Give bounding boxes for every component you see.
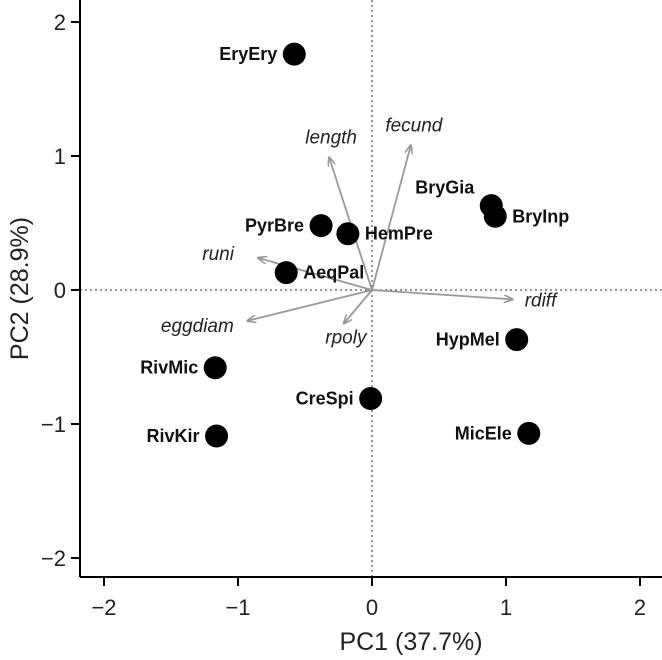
point-label-MicEle: MicEle — [455, 423, 512, 443]
axes: −2 −1 0 1 2 −2 −1 0 1 2 — [41, 0, 662, 620]
point-BryInp — [483, 204, 507, 228]
y-tick-label: 0 — [54, 278, 66, 303]
loading-label-runi: runi — [202, 244, 234, 265]
loading-arrow-eggdiam — [247, 289, 373, 321]
point-MicEle — [517, 421, 541, 445]
point-RivKir — [205, 424, 229, 448]
point-label-RivMic: RivMic — [140, 358, 198, 378]
point-label-HypMel: HypMel — [436, 330, 500, 350]
x-axis-title: PC1 (37.7%) — [339, 628, 482, 656]
loading-label-rpoly: rpoly — [325, 328, 368, 349]
x-tick-label: 2 — [634, 595, 646, 620]
y-tick-label: 2 — [54, 10, 66, 35]
x-tick-label: 1 — [500, 595, 512, 620]
point-RivMic — [203, 356, 227, 380]
point-EryEry — [282, 42, 306, 66]
y-tick-label: 1 — [54, 144, 66, 169]
point-HemPre — [336, 222, 360, 246]
point-label-BryGia: BryGia — [415, 178, 475, 198]
y-tick-label: −2 — [41, 546, 66, 571]
point-CreSpi — [359, 387, 383, 411]
loading-label-rdiff: rdiff — [525, 290, 558, 311]
point-HypMel — [505, 328, 529, 352]
point-AeqPal — [274, 261, 298, 285]
loading-label-length: length — [305, 127, 357, 148]
point-label-CreSpi: CreSpi — [296, 389, 354, 409]
score-points — [203, 42, 541, 448]
y-tick-label: −1 — [41, 412, 66, 437]
point-label-BryInp: BryInp — [512, 206, 569, 226]
point-label-HemPre: HemPre — [365, 224, 433, 244]
x-tick-label: −1 — [225, 595, 250, 620]
loading-arrow-rdiff — [371, 289, 513, 299]
loading-arrow-fecund — [371, 145, 411, 291]
loading-label-eggdiam: eggdiam — [161, 316, 234, 337]
loading-arrow-rpoly — [344, 289, 373, 324]
loading-arrow-runi — [258, 258, 373, 291]
point-PyrBre — [309, 214, 333, 238]
point-label-RivKir: RivKir — [147, 426, 200, 446]
loading-arrows — [247, 145, 512, 323]
x-tick-label: −2 — [91, 595, 116, 620]
y-axis-title: PC2 (28.9%) — [6, 217, 34, 360]
loading-label-fecund: fecund — [385, 115, 443, 136]
x-tick-label: 0 — [366, 595, 378, 620]
point-label-EryEry: EryEry — [219, 44, 277, 64]
point-label-PyrBre: PyrBre — [245, 216, 304, 236]
point-label-AeqPal: AeqPal — [303, 263, 364, 283]
loading-labels: length fecund runi rdiff eggdiam rpoly — [161, 115, 558, 348]
